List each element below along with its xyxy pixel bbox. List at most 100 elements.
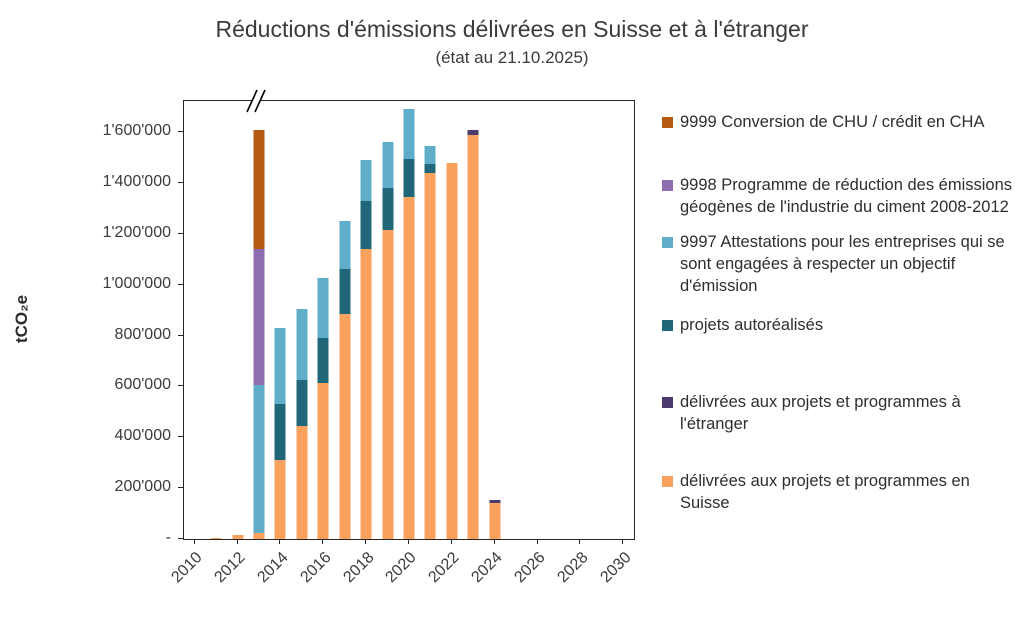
legend-label: 9998 Programme de réduction des émission… (680, 175, 1013, 216)
bar-2027 (554, 101, 565, 539)
x-tick-mark (579, 539, 581, 544)
bar-segment (232, 535, 244, 539)
x-tick-mark (622, 539, 624, 544)
x-tick-mark (536, 539, 538, 544)
bar-segment (403, 158, 415, 197)
bar-2022 (446, 101, 458, 539)
bar-segment (382, 142, 394, 188)
bar-segment (317, 382, 329, 539)
legend-color-swatch (662, 237, 673, 249)
x-tick-mark (236, 539, 238, 544)
legend-color-swatch (662, 319, 673, 331)
legend-item: 9998 Programme de réduction des émission… (662, 175, 1014, 219)
legend-color-swatch (662, 179, 673, 191)
bar-2014 (274, 101, 286, 539)
y-tick-label: 200'000 (114, 478, 171, 496)
y-tick-label: 600'000 (114, 376, 171, 394)
bar-segment (296, 380, 308, 426)
bar-segment (253, 532, 265, 539)
x-axis: 2010 2012 2014 2016 2018 2020 2022 2024 2026 2028… (169, 539, 634, 617)
y-tick-mark (178, 232, 183, 234)
bar-segment (446, 162, 458, 539)
y-tick-mark (178, 181, 183, 183)
chart-title: Réductions d'émissions délivrées en Suis… (215, 16, 809, 42)
y-tick-mark (178, 385, 183, 387)
bars-layer (184, 101, 634, 539)
y-tick-mark (178, 334, 183, 336)
bar-segment (382, 188, 394, 230)
bar-segment (339, 313, 351, 539)
y-tick-label: 800'000 (114, 325, 171, 343)
bar-2016 (317, 101, 329, 539)
y-tick-mark (178, 131, 183, 133)
bar-2026 (532, 101, 543, 539)
bar-segment (360, 200, 372, 250)
bar-2023 (467, 101, 479, 539)
bar-2013 (253, 101, 265, 539)
bar-segment (424, 163, 436, 173)
bar-segment (253, 249, 265, 386)
y-tick-mark (178, 283, 183, 285)
bar-segment (274, 404, 286, 461)
y-tick-label: 1'600'000 (102, 122, 171, 140)
bar-2020 (403, 101, 415, 539)
y-tick-label: 400'000 (114, 427, 171, 445)
plot-area (183, 89, 635, 540)
bar-segment (296, 308, 308, 381)
bar-2017 (339, 101, 351, 539)
bar-segment (296, 425, 308, 539)
bar-segment (253, 385, 265, 533)
bar-2021 (424, 101, 436, 539)
bar-segment (382, 229, 394, 539)
bar-segment (274, 460, 286, 539)
legend-label: délivrées aux projets et programmes à l'… (680, 393, 961, 434)
bar-segment (317, 338, 329, 383)
bar-2028 (575, 101, 586, 539)
legend: 9999 Conversion de CHU / crédit en CHA 99… (662, 112, 1014, 514)
bar-segment (424, 172, 436, 539)
y-axis: - 200'000 400'000 600'000 800'000 1'000'000 1'… (0, 100, 183, 546)
bar-segment (253, 129, 265, 250)
bar-segment (467, 129, 479, 135)
bar-segment (210, 537, 222, 539)
bar-segment (424, 146, 436, 164)
bar-2015 (296, 101, 308, 539)
y-tick-label: - (165, 529, 171, 546)
y-tick-mark (178, 538, 183, 539)
bar-2030 (618, 101, 629, 539)
bar-2018 (360, 101, 372, 539)
bar-segment (467, 134, 479, 539)
x-tick-mark (365, 539, 367, 544)
x-tick-mark (450, 539, 452, 544)
bar-segment (403, 109, 415, 159)
legend-label: délivrées aux projets et programmes en S… (680, 471, 970, 512)
legend-label: projets autoréalisés (680, 315, 824, 334)
legend-label: 9999 Conversion de CHU / crédit en CHA (680, 113, 985, 131)
bar-segment (274, 327, 286, 405)
bar-2029 (596, 101, 607, 539)
bar-segment (360, 160, 372, 201)
x-tick-mark (493, 539, 495, 544)
chart-subtitle: (état au 21.10.2025) (435, 48, 589, 67)
legend-color-swatch (662, 475, 673, 487)
bar-segment (403, 196, 415, 539)
y-tick-mark (178, 487, 183, 489)
bar-segment (317, 278, 329, 339)
bar-segment (360, 249, 372, 539)
bar-segment (489, 499, 501, 504)
x-tick-mark (193, 539, 195, 544)
bar-2011 (210, 101, 222, 539)
legend-item: délivrées aux projets et programmes à l'… (662, 392, 1014, 436)
legend-item: 9997 Attestations pour les entreprises q… (662, 232, 1014, 297)
bar-2019 (382, 101, 394, 539)
legend-item: délivrées aux projets et programmes en S… (662, 471, 1014, 515)
legend-color-swatch (662, 117, 673, 128)
x-tick-mark (408, 539, 409, 544)
bar-segment (339, 221, 351, 270)
legend-item: projets autoréalisés (662, 315, 1014, 337)
legend-color-swatch (662, 397, 673, 409)
bar-2012 (232, 101, 244, 539)
bar-segment (489, 503, 501, 539)
bar-segment (339, 269, 351, 314)
